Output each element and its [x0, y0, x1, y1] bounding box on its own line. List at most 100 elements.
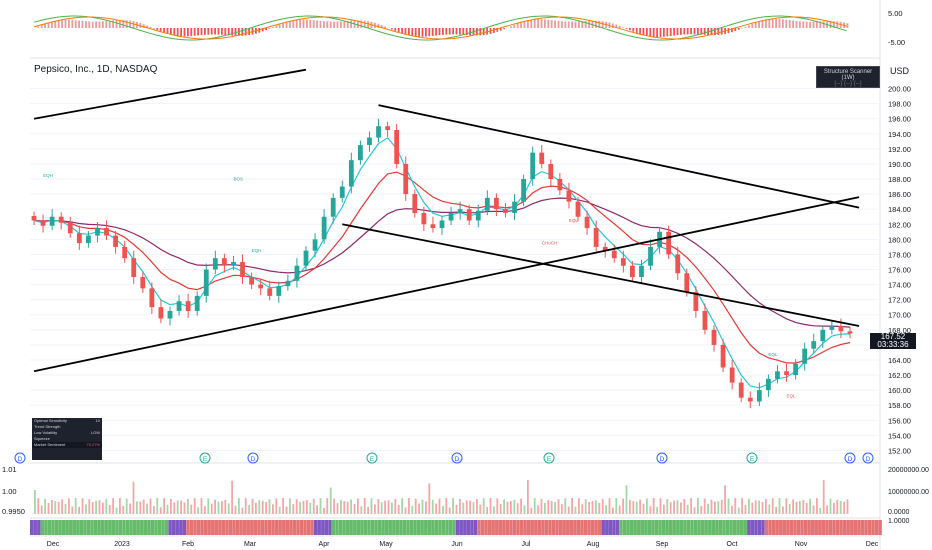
table-row: Squeeze — [34, 436, 50, 441]
macd-bar — [792, 20, 794, 28]
strip-cell — [711, 520, 715, 535]
macd-bar — [384, 26, 386, 28]
volume-bar — [527, 480, 529, 514]
volume-bar — [374, 504, 376, 514]
volume-bar — [438, 498, 441, 514]
strip-cell — [846, 520, 850, 535]
volume-bar — [319, 498, 322, 514]
y-tick-label: 180.00 — [888, 235, 911, 244]
macd-bar — [564, 21, 567, 28]
volume-bar — [163, 498, 165, 514]
strip-cell — [349, 520, 353, 535]
macd-bar — [180, 28, 182, 37]
strip-cell — [61, 520, 66, 535]
macd-bar — [469, 28, 471, 36]
symbol-title[interactable]: Pepsico, Inc., 1D, NASDAQ — [34, 64, 158, 75]
macd-bar — [176, 28, 179, 36]
strip-cell — [693, 520, 698, 535]
candle-body — [820, 329, 826, 342]
time-axis[interactable]: Dec 2023 Feb Mar Apr May Jun Jul Aug Sep Oct Nov Dec — [47, 541, 879, 548]
volume-bar — [782, 506, 784, 514]
volume-bar — [829, 498, 832, 514]
macd-bar — [299, 19, 301, 28]
volume-bar — [489, 498, 492, 514]
strip-cell — [690, 520, 694, 535]
volume-bar — [187, 499, 189, 514]
candle-body — [711, 329, 717, 345]
candle-body — [222, 258, 227, 266]
volume-bar — [530, 507, 533, 514]
macd-bar — [731, 28, 733, 33]
y-tick-label: 198.00 — [888, 100, 911, 109]
macd-bar — [51, 21, 53, 28]
volume-bar — [479, 504, 482, 514]
macd-bar — [465, 28, 468, 36]
y-tick-label: 182.00 — [888, 220, 911, 229]
strip-cell — [356, 520, 360, 535]
volume-bar — [309, 502, 312, 514]
strip-cell — [466, 520, 471, 535]
volume-bar — [499, 503, 502, 514]
candle-body — [811, 341, 817, 349]
trendline — [342, 223, 860, 327]
eql-label: EQL — [768, 352, 778, 357]
candle-body — [312, 239, 318, 251]
strip-cell — [803, 520, 808, 535]
volume-bar — [751, 502, 754, 514]
volume-bar — [44, 498, 46, 514]
candle-body — [430, 224, 436, 229]
strip-cell — [509, 520, 513, 535]
macd-bar — [802, 21, 805, 28]
strip-cell — [388, 520, 392, 535]
volume-bar — [659, 498, 662, 514]
strip-cell — [757, 520, 762, 535]
volume-bar — [125, 498, 128, 514]
candle-body — [611, 250, 617, 259]
macd-bar — [329, 21, 332, 28]
macd-bar — [601, 21, 604, 28]
macd-bar — [765, 19, 767, 28]
volume-bar — [316, 505, 318, 514]
event-marker — [543, 452, 555, 464]
volume-bar — [703, 498, 706, 514]
macd-bar — [516, 23, 519, 28]
macd-bar — [554, 20, 556, 28]
macd-bar — [530, 19, 533, 28]
macd-bar — [635, 28, 638, 33]
trendlines[interactable] — [33, 68, 860, 373]
volume-bar — [744, 505, 747, 514]
volume-bar — [37, 498, 40, 514]
volume-bar — [353, 503, 356, 514]
macd-bar — [282, 22, 284, 28]
volume-bar — [588, 502, 590, 514]
volume-bar — [493, 506, 495, 514]
volume-bar — [680, 502, 682, 514]
macd-bar — [346, 20, 349, 28]
strip-cell — [434, 520, 439, 535]
macd-bar — [822, 21, 825, 28]
strip-cell — [530, 520, 534, 535]
macd-bar — [595, 20, 597, 28]
macd-bar — [190, 28, 193, 37]
price-axis[interactable]: 200.00 198.00 196.00 194.00 192.00 190.00 188.… — [888, 85, 911, 456]
ema-fast-line — [33, 137, 851, 389]
volume-bar — [788, 504, 791, 514]
currency-label[interactable]: USD — [890, 66, 910, 76]
strip-cell — [420, 520, 424, 535]
volume-bar — [289, 498, 291, 514]
strip-cell — [370, 520, 375, 535]
strip-cell — [835, 520, 840, 535]
volume-bar — [442, 505, 444, 514]
volume-bar — [727, 498, 730, 514]
strip-cell — [47, 520, 52, 535]
event-label: E — [370, 456, 375, 463]
macd-bar — [438, 28, 441, 36]
volume-bar — [771, 498, 774, 514]
strip-cell — [69, 520, 73, 535]
strip-cell — [136, 520, 140, 535]
volume-bar — [323, 507, 325, 514]
macd-bar — [652, 28, 655, 37]
volume-bar — [71, 506, 74, 514]
